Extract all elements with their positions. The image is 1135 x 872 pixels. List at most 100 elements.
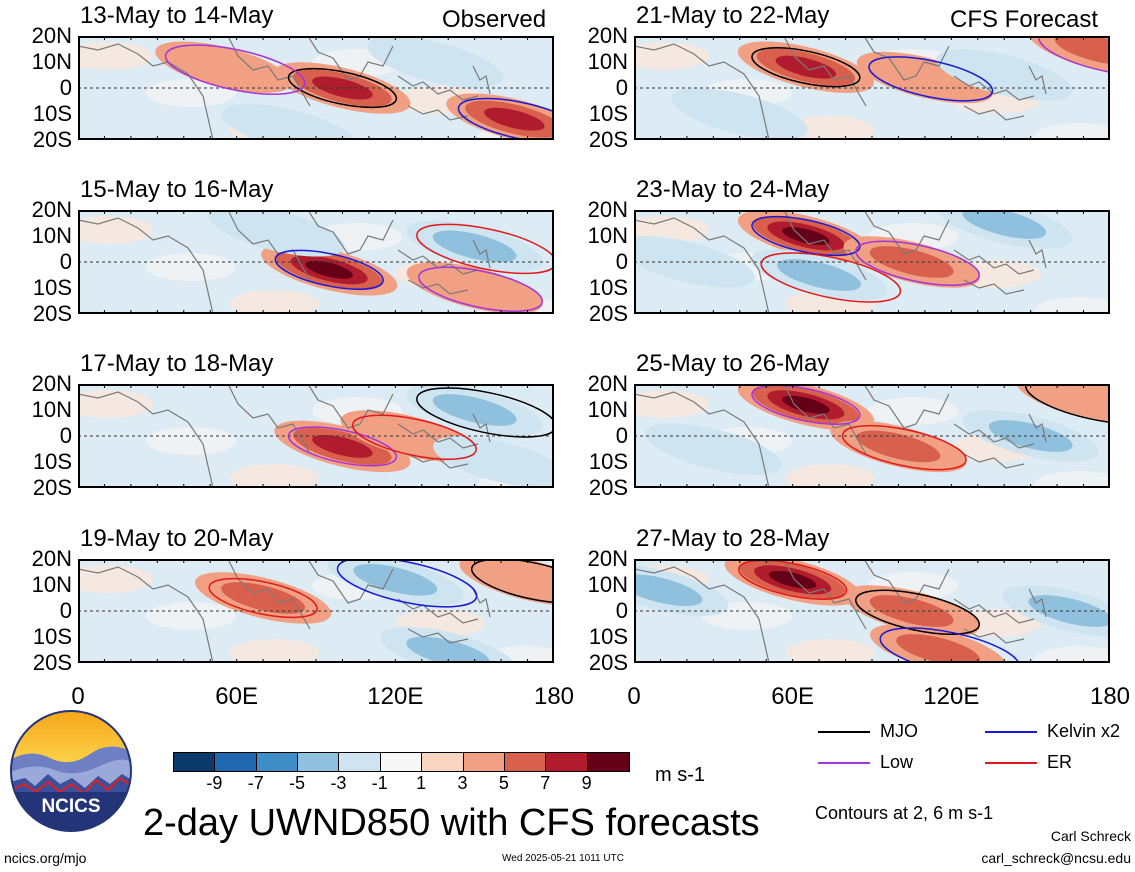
legend-label: ER xyxy=(1047,752,1073,772)
latitude-tick-label: 0 xyxy=(615,423,628,448)
background-patch xyxy=(146,253,236,281)
observed-label: Observed xyxy=(442,6,547,33)
latitude-tick-label: 0 xyxy=(59,598,72,623)
background-patch xyxy=(868,397,958,425)
coastline xyxy=(783,384,867,455)
coastline xyxy=(953,249,1035,275)
latitude-tick-label: 10N xyxy=(31,223,72,248)
background-patch xyxy=(78,565,153,593)
coastline xyxy=(863,559,950,604)
easterly-anomaly xyxy=(433,436,554,488)
longitude-tick-label: 120E xyxy=(367,683,424,710)
coastline xyxy=(227,384,311,455)
legend-line-swatch xyxy=(818,731,870,733)
contour-line xyxy=(351,414,477,460)
colorbar-units: m s-1 xyxy=(655,764,705,786)
contour-line xyxy=(416,223,554,275)
westerly-anomaly xyxy=(768,570,817,589)
coastline xyxy=(227,210,311,281)
coastline xyxy=(407,105,469,121)
latitude-tick-label: 20N xyxy=(31,23,72,48)
easterly-anomaly xyxy=(432,394,517,426)
background-patch xyxy=(78,42,153,70)
easterly-anomaly xyxy=(366,36,504,88)
coastline xyxy=(963,105,1025,121)
coastline xyxy=(1028,239,1047,269)
coastline xyxy=(953,598,1035,624)
contour-line xyxy=(855,240,981,286)
colorbar-swatch xyxy=(546,753,588,771)
contour-line xyxy=(164,44,306,95)
easterly-anomaly xyxy=(645,423,782,475)
easterly-anomaly xyxy=(208,210,345,257)
background-patch xyxy=(1034,471,1110,488)
latitude-tick-label: 10S xyxy=(588,624,628,649)
westerly-anomaly xyxy=(155,41,292,93)
legend-line-swatch xyxy=(985,731,1037,733)
latitude-tick-label: 20S xyxy=(588,127,628,152)
logo-text: NCICS xyxy=(41,796,100,817)
coastline xyxy=(397,598,479,624)
latitude-tick-label: 10S xyxy=(588,101,628,126)
background-patch xyxy=(146,427,236,455)
coastline xyxy=(783,559,867,630)
contour-line xyxy=(738,559,848,600)
longitude-tick-label: 0 xyxy=(71,683,85,710)
source-url: ncics.org/mjo xyxy=(4,850,87,866)
wind-anomaly-map xyxy=(634,559,1110,663)
contour-line xyxy=(287,67,398,109)
panel-title: 15-May to 16-May xyxy=(80,176,274,203)
latitude-tick-label: 20S xyxy=(32,475,72,500)
background-patch xyxy=(785,116,875,140)
colorbar-tick-label: -7 xyxy=(247,773,264,793)
contour-line xyxy=(287,426,398,467)
panel-title: 23-May to 24-May xyxy=(636,176,830,203)
coastline xyxy=(407,453,469,469)
latitude-tick-label: 20S xyxy=(32,301,72,326)
coastline xyxy=(783,210,867,281)
panel-title: 19-May to 20-May xyxy=(80,525,274,552)
coastline xyxy=(472,239,491,269)
contour-note: Contours at 2, 6 m s-1 xyxy=(815,803,994,823)
wind-anomaly-map xyxy=(78,210,554,314)
colorbar-swatch xyxy=(298,753,340,771)
author-email: carl_schreck@ncsu.edu xyxy=(981,850,1131,866)
colorbar xyxy=(173,752,630,772)
legend-line-swatch xyxy=(985,762,1037,764)
coastline xyxy=(307,384,394,429)
panel-title: 17-May to 18-May xyxy=(80,350,274,377)
coastline xyxy=(963,453,1025,469)
colorbar-tick-label: -3 xyxy=(330,773,347,793)
colorbar-swatch xyxy=(380,753,423,771)
contour-line xyxy=(470,559,554,604)
colorbar-tick-label: 7 xyxy=(540,773,551,793)
latitude-tick-label: 10S xyxy=(32,275,72,300)
coastline xyxy=(472,65,491,95)
wind-anomaly-map xyxy=(78,559,554,663)
background-patch xyxy=(1034,646,1110,663)
latitude-tick-label: 10N xyxy=(587,223,628,248)
wind-anomaly-plot xyxy=(78,559,554,663)
coastline xyxy=(953,423,1035,449)
latitude-tick-label: 20N xyxy=(587,197,628,222)
contour-line xyxy=(274,249,384,290)
background-patch xyxy=(1034,297,1110,314)
colorbar-tick-label: 1 xyxy=(416,773,427,793)
coastline xyxy=(78,566,214,663)
contour-line xyxy=(855,589,981,635)
colorbar-swatch xyxy=(504,753,547,771)
colorbar-swatch xyxy=(215,753,257,771)
coastline xyxy=(397,423,479,449)
background-patch xyxy=(78,216,153,244)
latitude-tick-label: 10S xyxy=(588,449,628,474)
coastline xyxy=(1028,413,1047,443)
easterly-anomaly xyxy=(777,259,862,291)
wind-anomaly-map xyxy=(634,384,1110,488)
easterly-anomaly xyxy=(634,574,703,607)
panel-title: 25-May to 26-May xyxy=(636,350,830,377)
wind-anomaly-plot xyxy=(78,210,554,314)
wind-anomaly-plot xyxy=(634,36,1110,140)
coastline xyxy=(407,628,469,644)
easterly-anomaly xyxy=(962,210,1047,239)
background-patch xyxy=(785,464,875,488)
